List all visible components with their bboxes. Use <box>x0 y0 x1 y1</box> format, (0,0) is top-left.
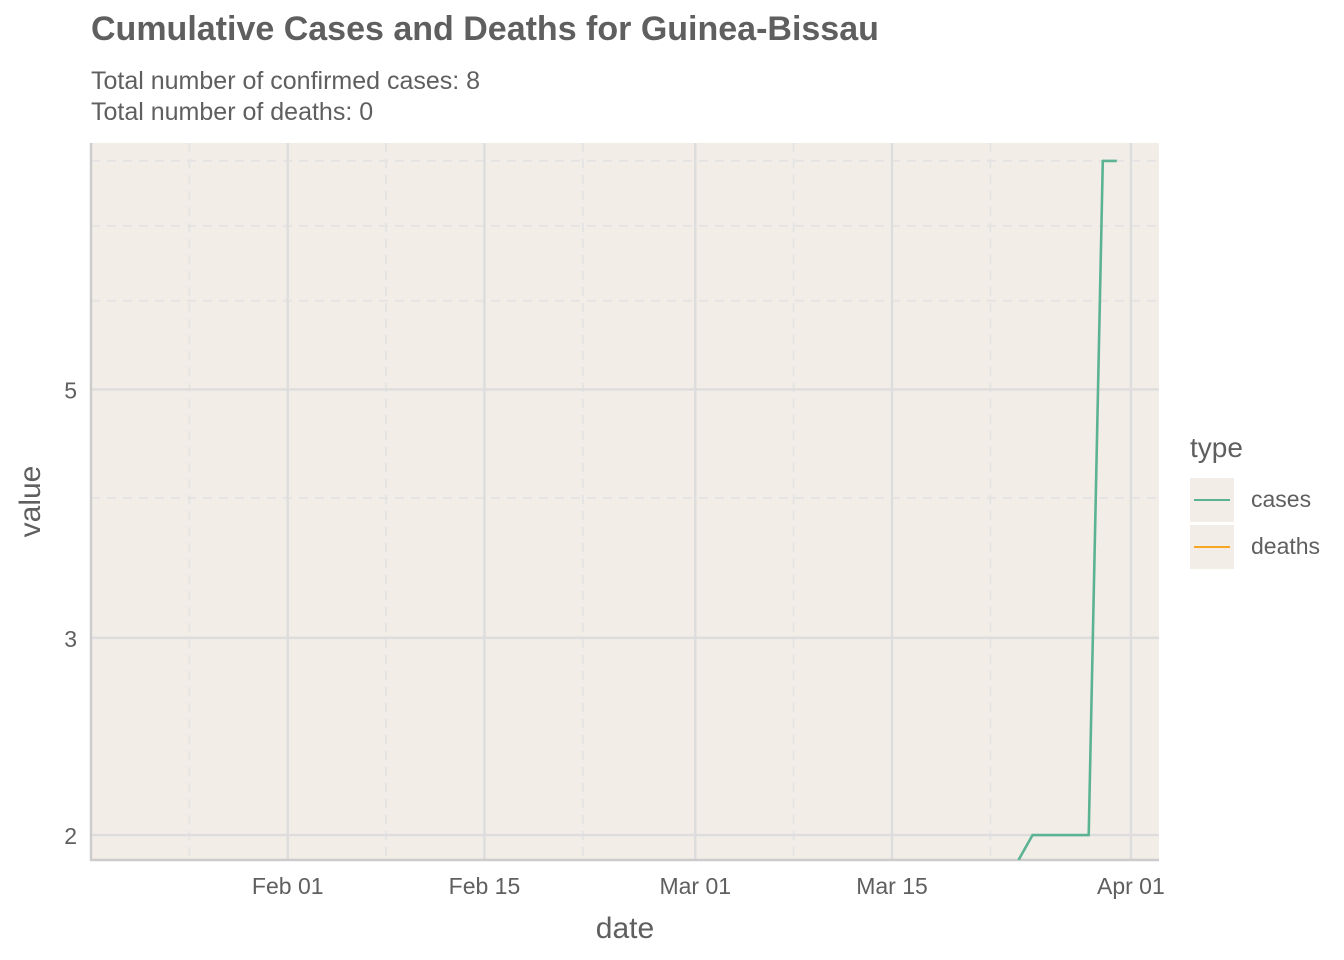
y-tick-label: 3 <box>64 626 77 652</box>
series-line-cases <box>1017 159 1117 860</box>
legend-swatch-deaths <box>1194 546 1230 548</box>
legend-swatch-cases <box>1194 499 1230 501</box>
x-tick-label: Mar 01 <box>659 873 731 899</box>
legend-key-deaths <box>1190 525 1234 569</box>
x-tick-label: Feb 01 <box>252 873 324 899</box>
plot-panel <box>91 143 1159 860</box>
legend-label-cases: cases <box>1251 486 1312 512</box>
legend-item-deaths: deaths <box>1190 525 1340 569</box>
x-tick-label: Feb 15 <box>449 873 521 899</box>
x-axis-title: date <box>596 912 654 945</box>
x-tick-label: Mar 15 <box>856 873 928 899</box>
y-axis-title: value <box>14 466 47 538</box>
subtitle-deaths: Total number of deaths: 0 <box>91 98 374 126</box>
y-tick-label: 5 <box>64 377 77 403</box>
legend-title: type <box>1190 432 1243 463</box>
legend-key-cases <box>1190 478 1234 522</box>
subtitle-cases: Total number of confirmed cases: 8 <box>91 67 481 95</box>
x-tick-label: Apr 01 <box>1097 873 1165 899</box>
chart-title: Cumulative Cases and Deaths for Guinea-B… <box>91 10 879 48</box>
legend-item-cases: cases <box>1190 478 1340 522</box>
y-tick-label: 2 <box>64 823 77 849</box>
legend-label-deaths: deaths <box>1251 533 1321 559</box>
